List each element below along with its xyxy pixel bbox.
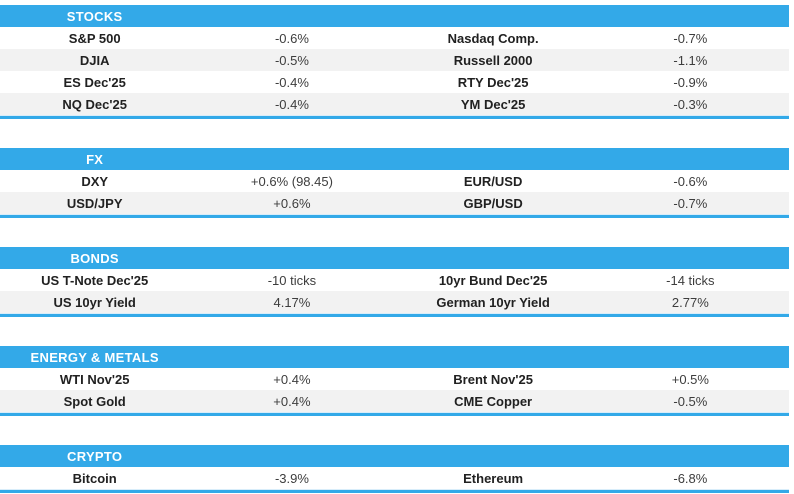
instrument-label: DJIA	[79, 52, 110, 68]
instrument-label: 10yr Bund Dec'25	[438, 272, 548, 288]
table-row: US T-Note Dec'25 -10 ticks 10yr Bund Dec…	[0, 269, 789, 291]
change-value: -0.7%	[673, 30, 708, 46]
change-value: 2.77%	[671, 294, 709, 310]
section-header-stocks: STOCKS	[0, 5, 789, 27]
change-value: -0.3%	[673, 96, 708, 112]
section-rows: US T-Note Dec'25 -10 ticks 10yr Bund Dec…	[0, 269, 789, 313]
instrument-label: NQ Dec'25	[62, 96, 127, 112]
instrument-label: YM Dec'25	[460, 96, 526, 112]
section-rows: Bitcoin -3.9% Ethereum -6.8%	[0, 467, 789, 489]
instrument-label: Ethereum	[463, 470, 524, 486]
table-row: Bitcoin -3.9% Ethereum -6.8%	[0, 467, 789, 489]
section-title: CRYPTO	[67, 448, 123, 464]
instrument-label: GBP/USD	[463, 195, 523, 211]
table-row: USD/JPY +0.6% GBP/USD -0.7%	[0, 192, 789, 214]
instrument-label: Brent Nov'25	[453, 371, 533, 387]
section-title: BONDS	[70, 250, 119, 266]
section-energy-metals: ENERGY & METALS WTI Nov'25 +0.4% Brent N…	[0, 346, 789, 416]
instrument-label: USD/JPY	[66, 195, 123, 211]
change-value: -0.5%	[274, 52, 309, 68]
section-header-crypto: CRYPTO	[0, 445, 789, 467]
instrument-label: Russell 2000	[453, 52, 533, 68]
instrument-label: US 10yr Yield	[53, 294, 136, 310]
section-fx: FX DXY +0.6% (98.45) EUR/USD -0.6% USD/J…	[0, 148, 789, 218]
section-header-bonds: BONDS	[0, 247, 789, 269]
section-divider	[0, 412, 789, 416]
section-title: ENERGY & METALS	[30, 349, 159, 365]
change-value: +0.6%	[273, 195, 311, 211]
section-rows: DXY +0.6% (98.45) EUR/USD -0.6% USD/JPY …	[0, 170, 789, 214]
change-value: -6.8%	[673, 470, 708, 486]
instrument-label: WTI Nov'25	[59, 371, 130, 387]
instrument-label: Nasdaq Comp.	[447, 30, 539, 46]
instrument-label: CME Copper	[454, 393, 533, 409]
instrument-label: German 10yr Yield	[436, 294, 550, 310]
instrument-label: ES Dec'25	[63, 74, 126, 90]
change-value: +0.6% (98.45)	[250, 173, 333, 189]
section-divider	[0, 214, 789, 218]
change-value: -0.5%	[673, 393, 708, 409]
instrument-label: DXY	[81, 173, 109, 189]
change-value: -3.9%	[274, 470, 309, 486]
change-value: -0.6%	[673, 173, 708, 189]
change-value: -0.9%	[673, 74, 708, 90]
change-value: 4.17%	[273, 294, 311, 310]
change-value: -0.4%	[274, 96, 309, 112]
change-value: +0.4%	[273, 371, 311, 387]
table-row: Spot Gold +0.4% CME Copper -0.5%	[0, 390, 789, 412]
section-divider	[0, 489, 789, 493]
change-value: -0.4%	[274, 74, 309, 90]
change-value: +0.4%	[273, 393, 311, 409]
section-rows: WTI Nov'25 +0.4% Brent Nov'25 +0.5% Spot…	[0, 368, 789, 412]
section-bonds: BONDS US T-Note Dec'25 -10 ticks 10yr Bu…	[0, 247, 789, 317]
section-divider	[0, 115, 789, 119]
instrument-label: Spot Gold	[63, 393, 126, 409]
instrument-label: RTY Dec'25	[457, 74, 529, 90]
section-crypto: CRYPTO Bitcoin -3.9% Ethereum -6.8%	[0, 445, 789, 493]
section-divider	[0, 313, 789, 317]
section-stocks: STOCKS S&P 500 -0.6% Nasdaq Comp. -0.7% …	[0, 5, 789, 119]
change-value: -14 ticks	[666, 272, 715, 288]
section-header-energy-metals: ENERGY & METALS	[0, 346, 789, 368]
table-row: DJIA -0.5% Russell 2000 -1.1%	[0, 49, 789, 71]
instrument-label: EUR/USD	[463, 173, 523, 189]
table-row: NQ Dec'25 -0.4% YM Dec'25 -0.3%	[0, 93, 789, 115]
table-row: S&P 500 -0.6% Nasdaq Comp. -0.7%	[0, 27, 789, 49]
section-title: FX	[86, 151, 104, 167]
instrument-label: S&P 500	[68, 30, 121, 46]
table-row: WTI Nov'25 +0.4% Brent Nov'25 +0.5%	[0, 368, 789, 390]
section-title: STOCKS	[66, 8, 123, 24]
table-row: DXY +0.6% (98.45) EUR/USD -0.6%	[0, 170, 789, 192]
section-rows: S&P 500 -0.6% Nasdaq Comp. -0.7% DJIA -0…	[0, 27, 789, 115]
change-value: -1.1%	[673, 52, 708, 68]
table-row: ES Dec'25 -0.4% RTY Dec'25 -0.9%	[0, 71, 789, 93]
change-value: +0.5%	[671, 371, 709, 387]
change-value: -0.6%	[274, 30, 309, 46]
change-value: -0.7%	[673, 195, 708, 211]
table-row: US 10yr Yield 4.17% German 10yr Yield 2.…	[0, 291, 789, 313]
instrument-label: Bitcoin	[72, 470, 117, 486]
section-header-fx: FX	[0, 148, 789, 170]
instrument-label: US T-Note Dec'25	[41, 272, 149, 288]
change-value: -10 ticks	[267, 272, 317, 288]
